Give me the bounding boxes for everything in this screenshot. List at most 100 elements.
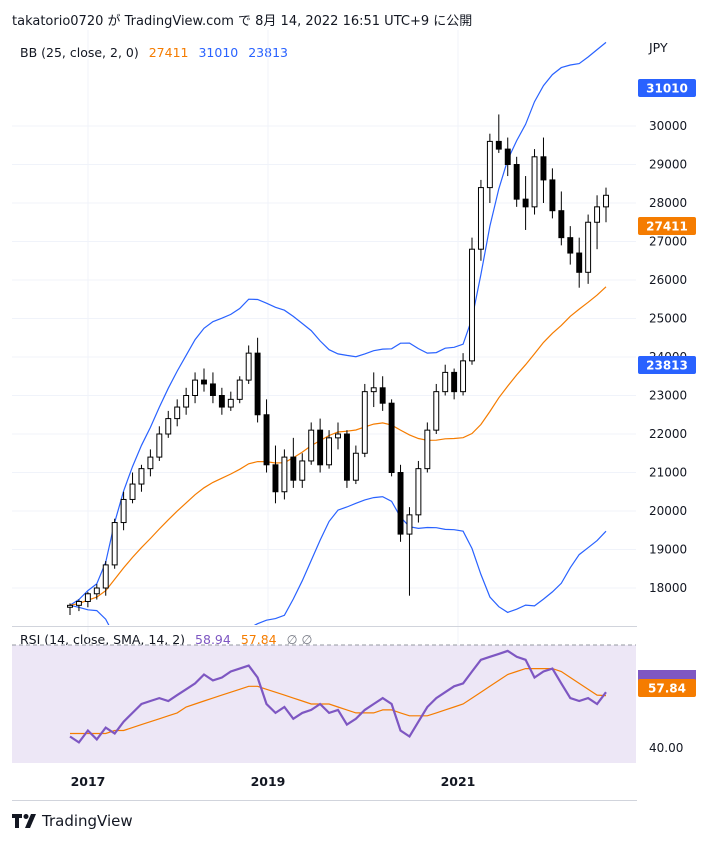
header-title: takatorio0720 が TradingView.com で 8月 14,… (12, 14, 473, 29)
candle-body (165, 418, 172, 435)
x-tick-label: 2017 (71, 774, 106, 789)
candle-body (397, 472, 404, 535)
candle-body (299, 460, 306, 481)
candle-body (567, 237, 574, 254)
candle-body (67, 604, 73, 608)
bb-lower-line (69, 496, 607, 625)
candle-body (549, 179, 556, 212)
y-tick-label: 25000 (649, 312, 687, 326)
candle-body (102, 564, 109, 589)
candle-body (111, 522, 118, 566)
brand-name: TradingView (42, 812, 133, 830)
rsi-ma-badge (638, 679, 696, 697)
bb-legend-name: BB (25, close, 2, 0) (20, 45, 139, 60)
candle-body (603, 194, 609, 208)
y-tick-label: 21000 (649, 466, 687, 480)
candle-body (522, 198, 529, 208)
candle-body (93, 587, 100, 595)
x-tick-label: 2019 (251, 774, 286, 789)
candle-body (585, 221, 592, 273)
bottom-divider (12, 800, 637, 801)
rsi-ma-line (70, 668, 607, 735)
x-tick-label: 2021 (441, 774, 476, 789)
candle-body (477, 187, 484, 250)
candle-body (192, 379, 199, 397)
basis-badge (638, 217, 696, 235)
candle-body (495, 140, 502, 150)
candle-body (174, 406, 181, 420)
rsi-legend-name: RSI (14, close, SMA, 14, 2) (20, 632, 186, 647)
candle-body (352, 452, 359, 481)
candle-body (361, 391, 368, 454)
candle-body (442, 371, 449, 393)
y-tick-label: 23000 (649, 389, 687, 403)
candle-body (147, 456, 154, 470)
y-tick-label: 28000 (649, 196, 687, 210)
candle-body (236, 379, 243, 400)
basis-badge-label: 27411 (646, 220, 688, 234)
candle-body (451, 371, 458, 393)
candle-body (424, 429, 431, 470)
candle-body (326, 437, 333, 466)
candle-body (406, 514, 413, 535)
y-tick-label: 30000 (649, 119, 687, 133)
bb-legend: BB (25, close, 2, 0) 27411 31010 23813 (20, 45, 294, 60)
candle-body (370, 387, 377, 393)
candle-body (218, 395, 225, 408)
candle-body (120, 498, 127, 524)
candle-body (183, 395, 190, 408)
y-tick-label: 19000 (649, 543, 687, 557)
rsi-line (69, 649, 607, 744)
candle-body (433, 391, 440, 431)
candle-body (513, 164, 520, 200)
candle-body (227, 398, 234, 408)
tradingview-icon (12, 814, 36, 828)
candle-body (531, 156, 538, 208)
candle-body (335, 433, 341, 439)
candle-body (156, 433, 163, 458)
rsi-ma-badge-label: 57.84 (648, 682, 686, 696)
y-tick-label: 26000 (649, 273, 687, 287)
candle-body (129, 483, 136, 500)
lower-badge (638, 356, 696, 374)
candle-body (460, 360, 467, 393)
candle-body (486, 140, 493, 189)
lower-badge-label: 23813 (646, 359, 688, 373)
candle-body (245, 352, 252, 381)
y-tick-label: 20000 (649, 504, 687, 518)
candle-body (209, 383, 216, 397)
rsi-y-tick-label: 40.00 (649, 741, 683, 755)
bb-upper-line (69, 41, 607, 606)
candle-body (558, 210, 565, 239)
candle-body (343, 433, 350, 481)
candle-body (576, 252, 583, 273)
candle-body (540, 156, 547, 181)
candle-body (272, 464, 279, 493)
candle-body (138, 468, 145, 485)
y-tick-label: 18000 (649, 581, 687, 595)
rsi-legend-value: 58.94 (195, 632, 231, 647)
candle-body (75, 600, 82, 606)
panel-divider (12, 626, 637, 627)
tradingview-logo: TradingView (12, 812, 133, 830)
candle-body (469, 248, 475, 362)
y-tick-label: 27000 (649, 235, 687, 249)
candle-body (254, 352, 261, 416)
candle-body (388, 402, 395, 474)
upper-badge (638, 79, 696, 97)
upper-badge-label: 31010 (646, 82, 688, 96)
bb-legend-basis: 27411 (148, 45, 189, 60)
candle-body (594, 206, 601, 223)
candle-body (415, 468, 422, 516)
candle-body (201, 379, 207, 385)
candle-body (263, 414, 270, 466)
y-tick-label: 29000 (649, 158, 687, 172)
candle-body (290, 456, 297, 481)
candle-body (84, 593, 91, 602)
candle-body (281, 456, 288, 493)
candle-body (379, 387, 386, 404)
y-tick-label: 22000 (649, 427, 687, 441)
candle-body (504, 148, 511, 166)
bb-legend-upper: 31010 (198, 45, 239, 60)
